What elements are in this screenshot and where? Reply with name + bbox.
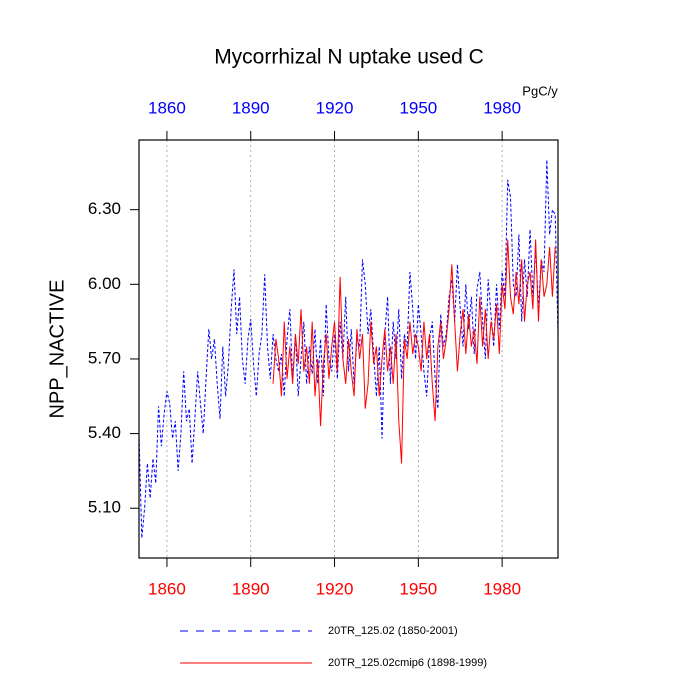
x-tick-label: 1980: [483, 579, 521, 598]
series-line: [272, 239, 556, 464]
x-tick-label-top: 1980: [483, 98, 521, 117]
x-tick-label-top: 1890: [232, 98, 270, 117]
legend-label: 20TR_125.02 (1850-2001): [328, 625, 458, 637]
y-tick-label: 5.10: [88, 498, 121, 517]
x-tick-label: 1950: [399, 579, 437, 598]
x-tick-label-top: 1920: [316, 98, 354, 117]
x-tick-label: 1890: [232, 579, 270, 598]
x-tick-label-top: 1860: [148, 98, 186, 117]
plot-frame: [138, 139, 559, 559]
units-label: PgC/y: [522, 83, 558, 98]
chart-title: Mycorrhizal N uptake used C: [214, 46, 484, 69]
y-tick-label: 5.40: [88, 423, 121, 442]
y-tick-label: 6.00: [88, 274, 121, 293]
x-tick-label: 1920: [316, 579, 354, 598]
series-line: [138, 159, 559, 539]
x-tick-label-top: 1950: [399, 98, 437, 117]
y-tick-label: 5.70: [88, 348, 121, 367]
x-tick-label: 1860: [148, 579, 186, 598]
y-axis-title: NPP_NACTIVE: [46, 280, 68, 419]
y-tick-label: 6.30: [88, 199, 121, 218]
legend-label: 20TR_125.02cmip6 (1898-1999): [328, 657, 487, 669]
